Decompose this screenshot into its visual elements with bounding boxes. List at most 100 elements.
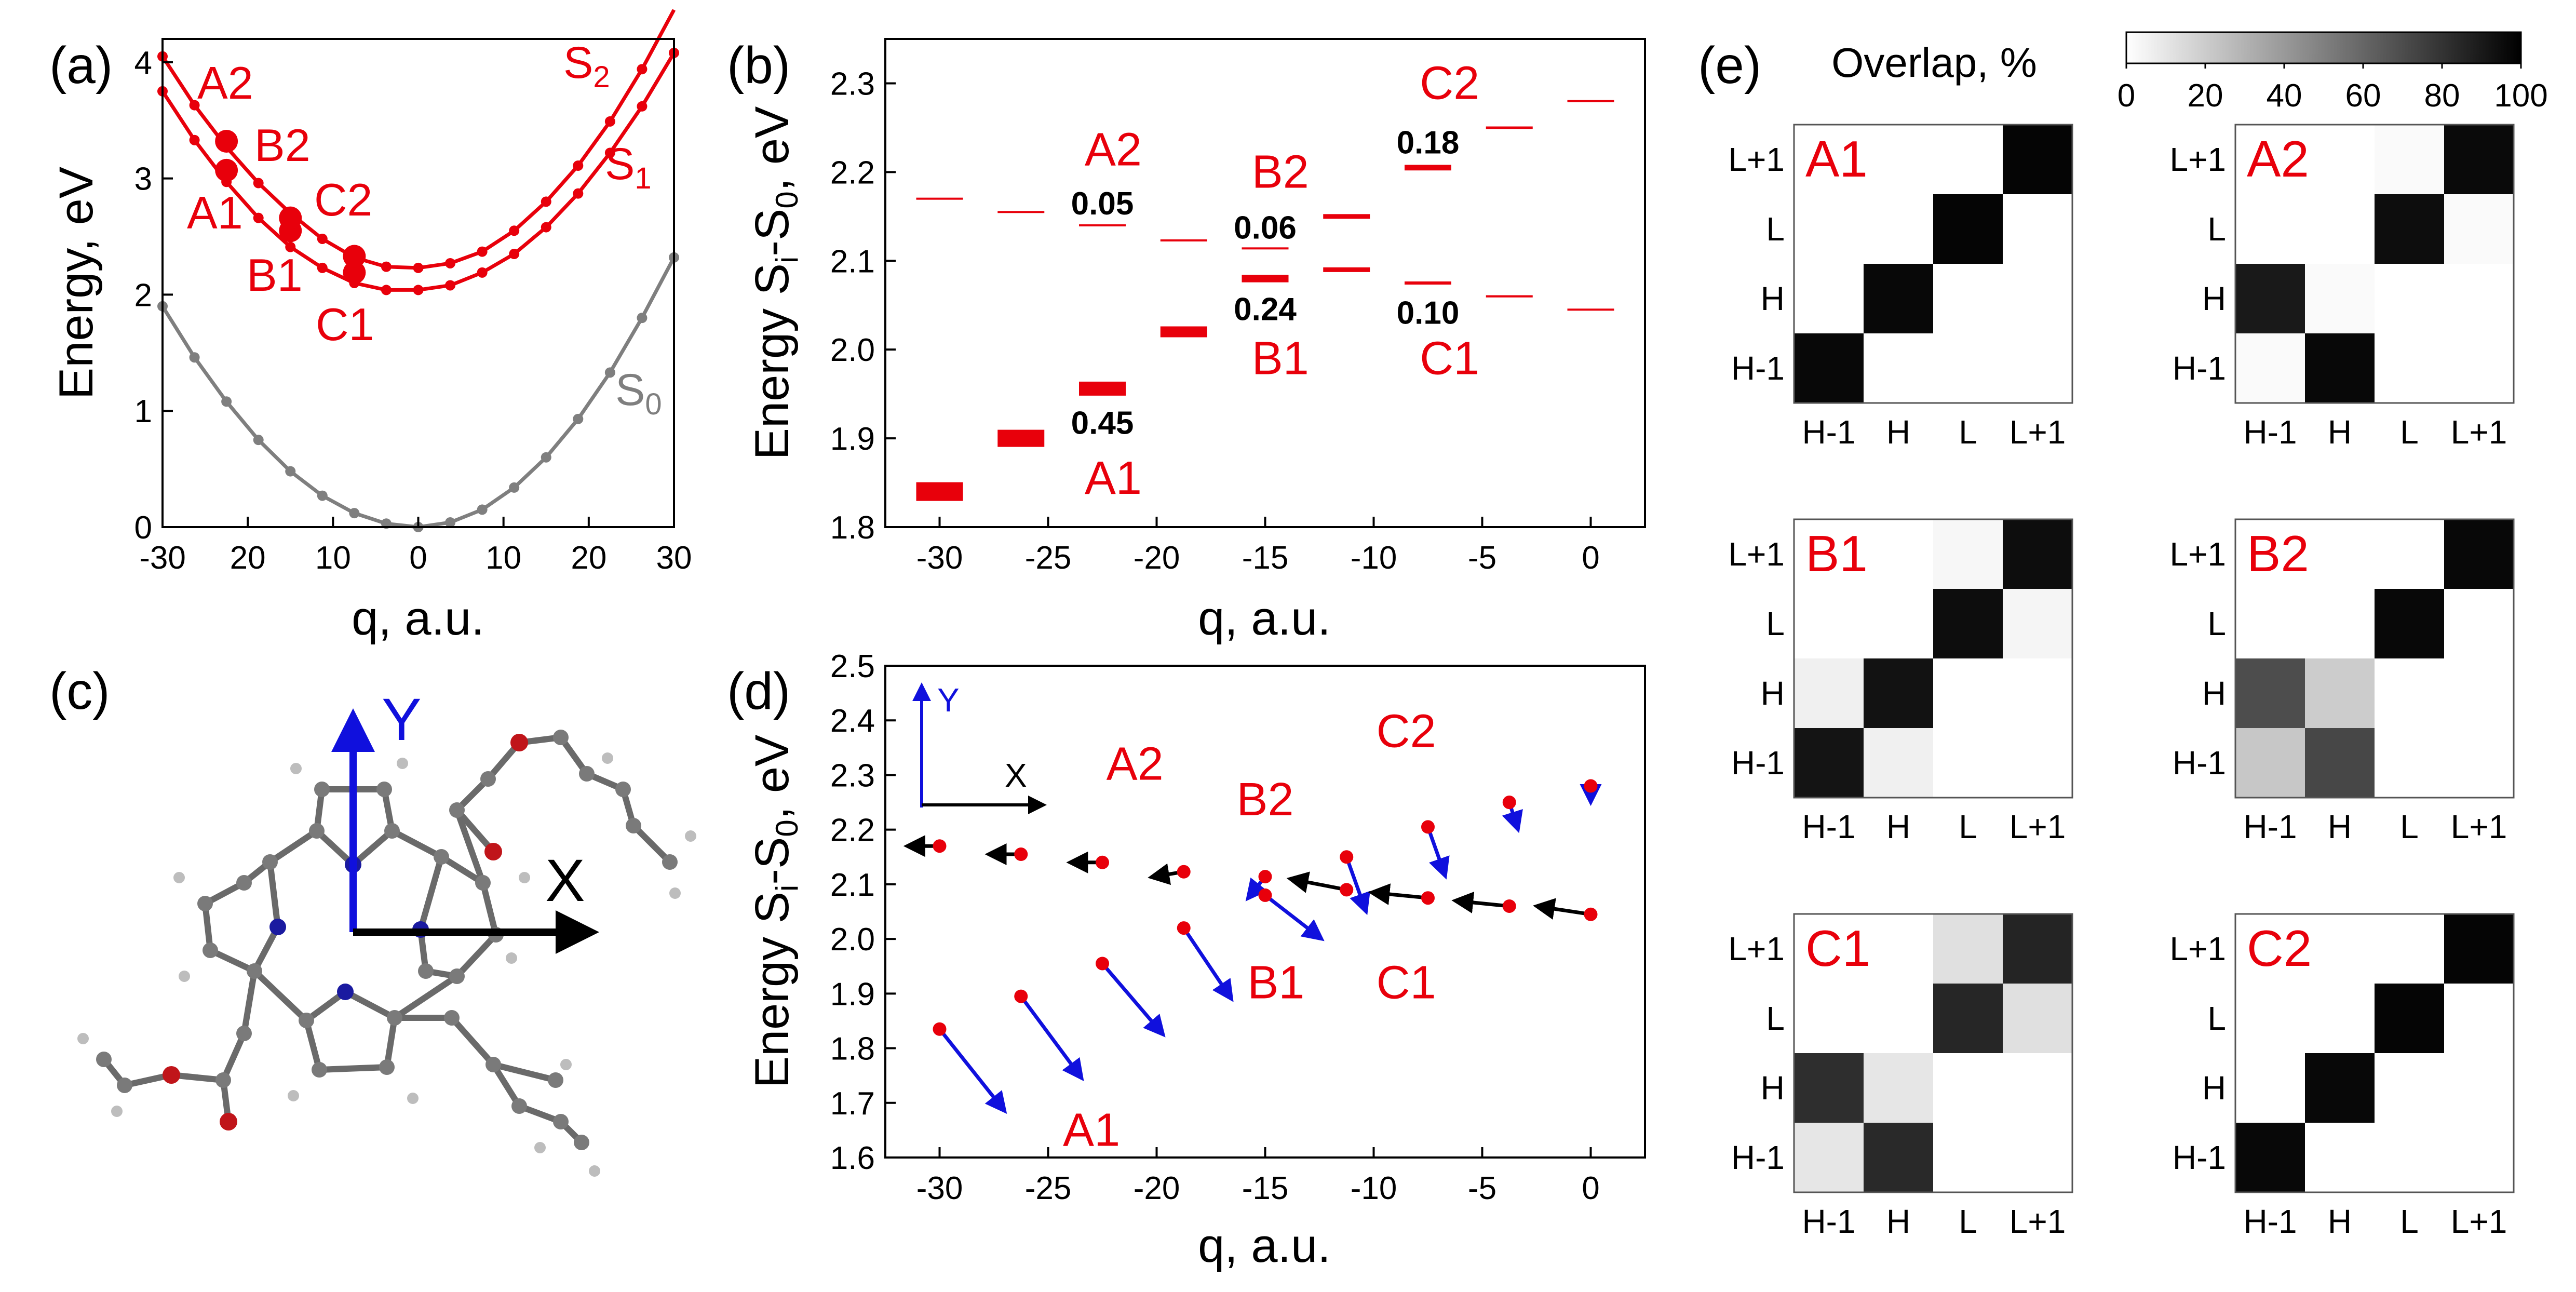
series-point-S2	[637, 64, 648, 75]
molecule-hydrogen	[589, 1165, 600, 1177]
heatmap-cell	[2444, 519, 2514, 589]
molecule-bond	[454, 807, 486, 886]
mol-x-axis-label: X	[545, 847, 585, 914]
molecule-bond	[384, 1015, 398, 1070]
heatmap-col-label: H	[1886, 413, 1910, 451]
molecule-bond	[350, 828, 395, 868]
heatmap-col-label: H-1	[2243, 413, 2297, 451]
heatmap-cell	[2375, 658, 2445, 729]
state-point	[1177, 865, 1191, 879]
highlight-point-C2	[343, 245, 366, 268]
heatmap-name: C2	[2247, 920, 2312, 977]
a-xtick-label: 20	[230, 540, 266, 576]
heatmap-cell	[1864, 589, 1934, 659]
heatmap-name: A1	[1805, 130, 1868, 187]
heatmap-cell	[2003, 125, 2073, 195]
b-value-label: 0.06	[1234, 210, 1297, 246]
b-value-label: 0.05	[1071, 186, 1134, 222]
heatmap-cell	[2375, 194, 2445, 264]
level-bar-S1	[1160, 326, 1207, 338]
heatmap-cell	[2235, 1053, 2305, 1123]
d-xtick-label: -10	[1351, 1170, 1397, 1206]
molecule-bond	[480, 880, 499, 938]
state-point	[1096, 957, 1109, 971]
heatmap-cell	[2444, 1053, 2514, 1123]
molecule-atom	[337, 984, 354, 1000]
panel-d-xlabel: q, a.u.	[1198, 1219, 1331, 1272]
heatmap-cell	[1864, 264, 1934, 334]
series-point-S0	[604, 367, 615, 378]
heatmap-cell	[1933, 194, 2003, 264]
molecule-atom	[579, 766, 595, 782]
molecule-hydrogen	[685, 830, 696, 842]
b-ytick-label: 2.0	[830, 332, 875, 368]
heatmap-cell	[2235, 519, 2305, 589]
level-bar-S1	[916, 482, 963, 501]
series-point-S2	[541, 196, 551, 207]
molecule-atom	[376, 782, 392, 797]
level-bar-S1	[997, 429, 1045, 447]
series-label-sub: 2	[593, 60, 610, 94]
molecule-hydrogen	[602, 752, 613, 764]
heatmap-frame	[2234, 913, 2515, 1193]
molecule-atom	[434, 849, 449, 865]
heatmap-col-label: H-1	[2243, 1203, 2297, 1240]
heatmap-row-label: H-1	[2173, 744, 2226, 782]
heatmap-cell	[2235, 1123, 2305, 1193]
molecule-atom	[299, 1013, 314, 1028]
molecule-atom	[449, 802, 465, 818]
heatmap-cell	[2444, 984, 2514, 1054]
series-point-S2	[317, 233, 328, 244]
molecule-atom	[548, 1072, 563, 1088]
molecule-atom	[444, 1010, 460, 1026]
heatmap-name: A2	[2247, 130, 2309, 187]
d-xtick-label: -30	[916, 1170, 963, 1206]
series-point-S1	[189, 134, 200, 145]
heatmap-name: B2	[2247, 525, 2309, 582]
heatmap-row-label: L	[2207, 1000, 2226, 1037]
heatmap-cell	[2305, 1053, 2375, 1123]
series-line-S0	[161, 257, 676, 529]
series-point-S0	[541, 452, 551, 463]
molecule-atom	[309, 823, 325, 839]
b-xtick-label: -10	[1351, 540, 1397, 576]
heatmap-cell	[2375, 589, 2445, 659]
heatmap-cell	[2444, 194, 2514, 264]
heatmap-cell	[2003, 264, 2073, 334]
heatmap-row-label: L+1	[1728, 930, 1785, 967]
heatmap-cell	[2003, 1053, 2073, 1123]
b-value-label: 0.18	[1397, 125, 1460, 160]
heatmap-row-label: L+1	[2169, 535, 2226, 573]
a-xtick-label: 30	[656, 540, 692, 576]
heatmap-name: C1	[1805, 920, 1870, 977]
series-point-S2	[604, 116, 615, 127]
heatmap-col-label: H-1	[1802, 1203, 1855, 1240]
series-point-S0	[445, 517, 456, 528]
heatmap-cell	[2235, 194, 2305, 264]
series-point-S1	[604, 147, 615, 158]
series-point-S0	[637, 313, 648, 324]
molecule-bond	[241, 968, 258, 1037]
molecule-bond	[389, 828, 444, 860]
panel-label-e: (e)	[1698, 36, 1761, 95]
heatmap-col-label: H-1	[1802, 413, 1855, 451]
heatmap-name: B1	[1805, 525, 1868, 582]
heatmap-col-label: L+1	[2009, 1203, 2066, 1240]
b-xtick-label: -15	[1242, 540, 1289, 576]
heatmap-col-label: H	[2328, 1203, 2352, 1240]
heatmap-cell	[1864, 194, 1934, 264]
heatmap-col-label: L	[1959, 413, 1977, 451]
state-point	[1584, 907, 1598, 921]
state-point	[933, 839, 947, 853]
molecule-bond	[202, 900, 213, 953]
state-point	[1340, 883, 1354, 897]
series-point-S1	[509, 249, 520, 260]
heatmap-frame	[2234, 124, 2515, 404]
d-ytick-label: 2.3	[830, 758, 875, 793]
molecule-bond	[417, 854, 444, 933]
molecule-hydrogen	[288, 1090, 299, 1101]
colorbar-tick-label: 100	[2494, 78, 2547, 114]
state-point	[1258, 888, 1272, 902]
panel-label-b: (b)	[727, 36, 790, 95]
